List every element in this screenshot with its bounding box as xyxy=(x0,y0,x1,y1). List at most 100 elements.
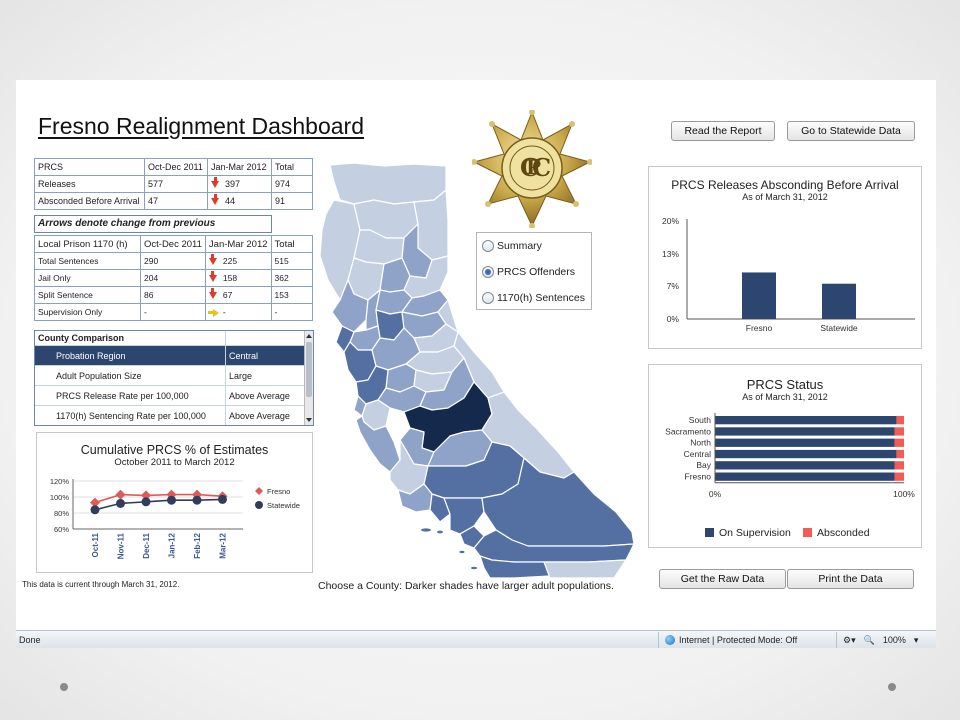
cell: 397 xyxy=(225,179,241,189)
county-region-los-angeles xyxy=(443,497,485,535)
slide-bullet-left xyxy=(60,683,68,691)
table-row: Releases 577 397 974 xyxy=(34,175,313,193)
cell-with-arrow: 44 xyxy=(207,192,272,210)
radio-label: 1170(h) Sentences xyxy=(497,292,585,304)
legend-label: Fresno xyxy=(267,487,290,496)
row-label: Total Sentences xyxy=(34,252,141,270)
browser-viewport: Fresno Realignment Dashboard PRCS Oct-De… xyxy=(16,80,936,630)
x-tick-label: Statewide xyxy=(820,323,858,333)
table-row: Absconded Before Arrival 47 44 91 xyxy=(34,192,313,210)
statewide-data-button[interactable]: Go to Statewide Data xyxy=(787,121,915,141)
cell: 86 xyxy=(140,286,206,304)
radio-label: Summary xyxy=(497,240,542,252)
browser-statusbar: Done Internet | Protected Mode: Off ⚙▾ 🔍… xyxy=(16,630,936,648)
bar-segment-on-supervision xyxy=(715,449,897,459)
down-arrow-icon xyxy=(208,254,217,266)
cell: 91 xyxy=(271,192,313,210)
data-point-statewide xyxy=(167,495,176,505)
map-instruction: Choose a County: Darker shades have larg… xyxy=(318,580,614,592)
radio-button-selected[interactable] xyxy=(482,266,494,278)
absconding-chart-panel: PRCS Releases Absconding Before Arrival … xyxy=(648,166,922,349)
list-item-value: Central xyxy=(229,350,259,361)
data-point-statewide xyxy=(192,495,202,505)
zoom-level[interactable]: 100% xyxy=(882,635,906,645)
zoom-icon[interactable]: 🔍 xyxy=(863,634,875,645)
legend-label: Absconded xyxy=(817,527,870,539)
scroll-up-icon[interactable] xyxy=(306,334,312,338)
category-label: North xyxy=(690,438,711,448)
prison-col-q2: Jan-Mar 2012 xyxy=(204,235,272,253)
list-item[interactable]: Probation Region Central xyxy=(35,346,313,366)
chart-subtitle: As of March 31, 2012 xyxy=(742,392,828,402)
cell: - xyxy=(140,303,206,321)
chart-title: Cumulative PRCS % of Estimates xyxy=(80,443,269,457)
bar-segment-on-supervision xyxy=(715,427,895,436)
down-arrow-icon xyxy=(208,271,217,283)
legend-swatch xyxy=(803,528,812,537)
data-point-fresno xyxy=(141,490,151,501)
cell: 44 xyxy=(225,196,236,206)
category-label: Central xyxy=(684,449,712,459)
y-tick-label: 13% xyxy=(662,249,679,259)
cell-with-arrow: 225 xyxy=(204,252,272,270)
table-row: Total Sentences 290 225 515 xyxy=(34,252,314,270)
local-prison-table: Local Prison 1170 (h) Oct-Dec 2011 Jan-M… xyxy=(34,235,314,321)
radio-1170h-sentences[interactable]: 1170(h) Sentences xyxy=(477,285,591,311)
y-tick-label: 20% xyxy=(662,216,679,226)
category-label: Bay xyxy=(696,460,711,470)
svg-text:C: C xyxy=(520,153,539,182)
print-data-button[interactable]: Print the Data xyxy=(787,569,914,589)
series-line-statewide xyxy=(94,498,223,511)
x-tick-label: Nov-11 xyxy=(117,532,126,559)
scrollbar[interactable] xyxy=(304,331,313,425)
chart-subtitle: October 2011 to March 2012 xyxy=(114,457,235,468)
data-point-statewide xyxy=(218,494,227,504)
data-point-fresno xyxy=(115,489,126,500)
list-item-value: Large xyxy=(229,370,253,381)
data-currency-note: This data is current through March 31, 2… xyxy=(22,580,180,589)
x-tick-label: Jan-12 xyxy=(168,532,177,558)
list-item[interactable]: Adult Population Size Large xyxy=(35,366,313,386)
cell-with-arrow: 158 xyxy=(204,269,272,287)
bar-segment-on-supervision xyxy=(715,438,895,447)
row-label: Supervision Only xyxy=(34,303,141,321)
cumulative-chart-panel: Cumulative PRCS % of Estimates October 2… xyxy=(36,432,313,573)
cell: 225 xyxy=(222,256,238,266)
radio-prcs-offenders[interactable]: PRCS Offenders xyxy=(477,259,591,285)
list-item-label: PRCS Release Rate per 100,000 xyxy=(35,386,226,405)
bar-segment-absconded xyxy=(896,449,904,459)
prison-col-total: Total xyxy=(270,235,314,253)
cell: - xyxy=(222,307,226,317)
chart-subtitle: As of March 31, 2012 xyxy=(742,192,828,202)
radio-summary[interactable]: Summary xyxy=(477,233,591,259)
radio-button[interactable] xyxy=(482,292,494,304)
bar-segment-on-supervision xyxy=(715,461,895,470)
list-item[interactable]: PRCS Release Rate per 100,000 Above Aver… xyxy=(35,386,313,406)
list-item-value: Above Average xyxy=(229,390,290,401)
y-tick-label: 80% xyxy=(54,509,69,518)
data-point-fresno xyxy=(90,497,100,508)
list-item[interactable]: 1170(h) Sentencing Rate per 100,000 Abov… xyxy=(35,406,313,425)
cell: 290 xyxy=(140,252,206,270)
settings-icon[interactable]: ⚙▾ xyxy=(843,634,856,645)
security-zone[interactable]: Internet | Protected Mode: Off xyxy=(658,632,797,648)
legend-label: Statewide xyxy=(267,501,300,510)
category-label: Fresno xyxy=(685,472,712,482)
arrows-note: Arrows denote change from previous xyxy=(34,215,272,233)
get-raw-data-button[interactable]: Get the Raw Data xyxy=(659,569,786,589)
bar-segment-absconded xyxy=(894,461,904,470)
scroll-thumb[interactable] xyxy=(306,342,312,397)
county-region-imperial xyxy=(543,559,627,579)
chevron-down-icon[interactable]: ▾ xyxy=(913,634,919,645)
right-arrow-icon xyxy=(207,308,219,317)
cell: 47 xyxy=(144,192,208,210)
legend-label: On Supervision xyxy=(719,527,791,539)
y-tick-label: 0% xyxy=(667,314,680,324)
cell: 515 xyxy=(270,252,314,270)
california-county-map[interactable] xyxy=(314,160,644,580)
read-report-button[interactable]: Read the Report xyxy=(671,121,775,141)
x-tick-label: Feb-12 xyxy=(193,532,202,558)
scroll-down-icon[interactable] xyxy=(306,418,312,422)
radio-button[interactable] xyxy=(482,240,494,252)
cell: - xyxy=(270,303,314,321)
